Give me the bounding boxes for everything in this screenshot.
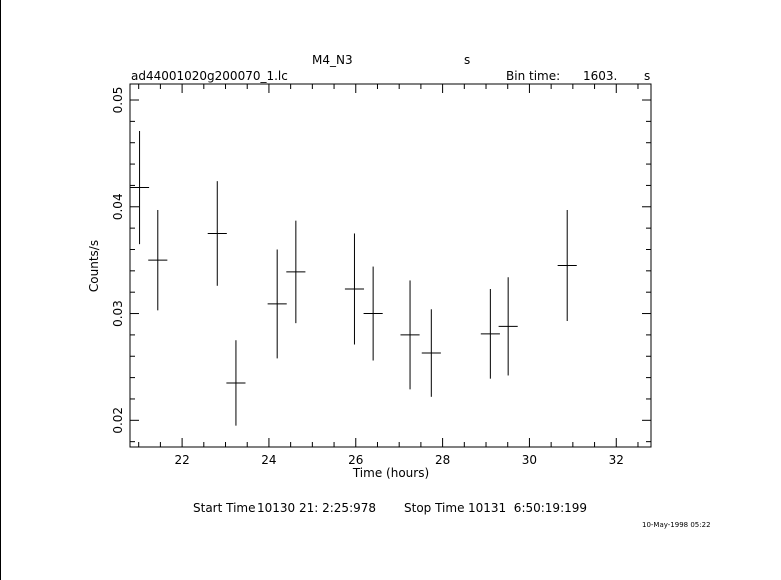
data-point [226, 340, 246, 426]
data-point [498, 277, 518, 376]
plot-timestamp: 10-May-1998 05:22 [642, 521, 711, 529]
data-point [480, 288, 500, 379]
start-time-label: Start Time [193, 501, 256, 515]
data-series [130, 130, 577, 426]
bin-time-unit: s [644, 69, 651, 83]
window-edge [0, 0, 1, 580]
plot-frame [129, 83, 652, 448]
x-tick-label: 28 [435, 453, 450, 467]
x-tick-label: 30 [522, 453, 537, 467]
bin-time-label: Bin time: [506, 69, 561, 83]
y-tick-label: 0.02 [111, 407, 125, 434]
data-point [363, 266, 383, 361]
stop-time-label: Stop Time [404, 501, 465, 515]
object-name: M4_N3 [312, 53, 353, 67]
data-point [207, 181, 227, 286]
axis-tick-labels: 22 24 26 28 30 32 0.02 0.03 0.04 0.05 [111, 87, 624, 467]
data-point [557, 209, 577, 322]
data-point [400, 280, 420, 390]
y-tick-label: 0.04 [111, 193, 125, 220]
data-point [267, 249, 287, 359]
y-axis-label: Counts/s [87, 240, 101, 292]
x-tick-label: 26 [348, 453, 363, 467]
x-tick-label: 32 [609, 453, 624, 467]
data-point [130, 130, 150, 245]
x-axis-label: Time (hours) [352, 466, 429, 480]
bin-time-value: 1603. [583, 69, 618, 83]
data-point [286, 220, 306, 324]
y-tick-label: 0.03 [111, 300, 125, 327]
start-time-value: 10130 21: 2:25:978 [257, 501, 377, 515]
data-point [344, 233, 365, 345]
data-point [148, 209, 168, 311]
x-tick-label: 24 [261, 453, 276, 467]
stop-time-value: 10131 6:50:19:199 [468, 501, 588, 515]
y-tick-label: 0.05 [111, 87, 125, 114]
data-point [421, 309, 441, 397]
file-name: ad44001020g200070_1.lc [131, 69, 288, 83]
axis-ticks [130, 84, 651, 447]
units-marker: s [464, 53, 471, 67]
x-tick-label: 22 [174, 453, 189, 467]
